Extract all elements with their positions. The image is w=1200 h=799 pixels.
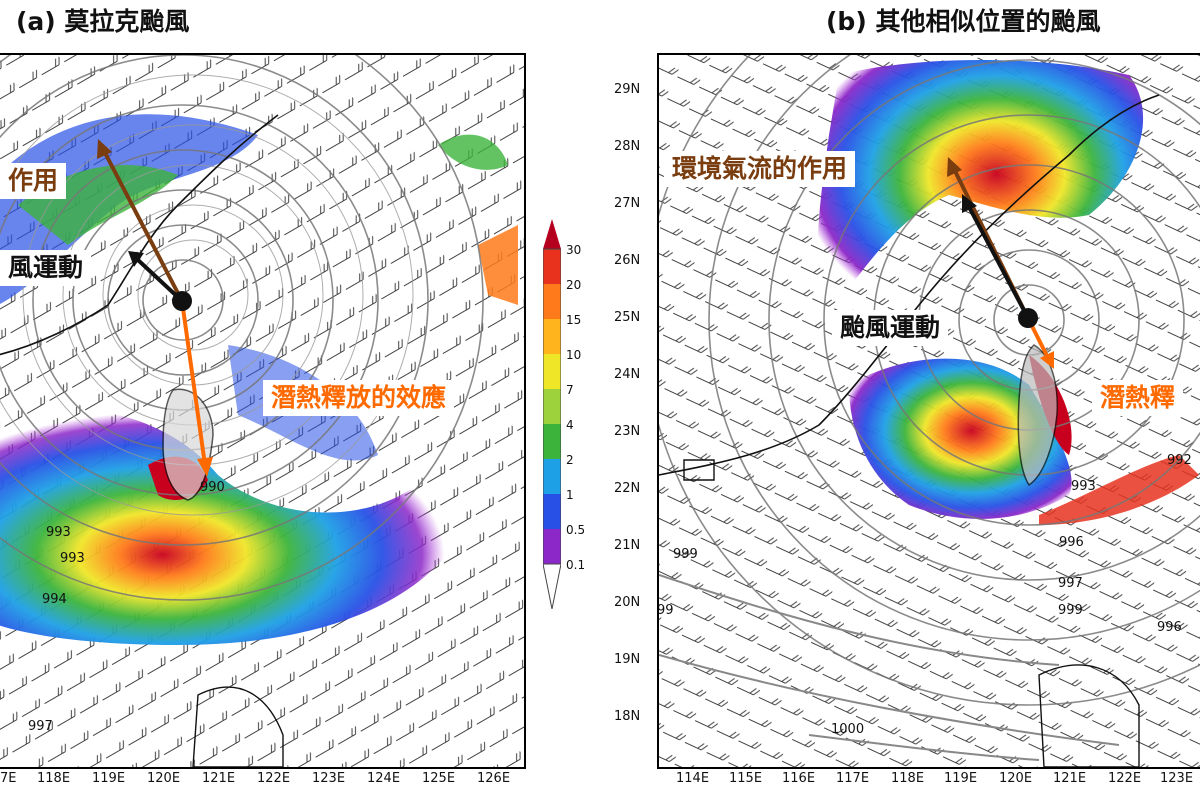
precipitation-colorbar [543, 219, 561, 609]
lon-tick: 114E [676, 771, 710, 786]
isobar-label: 992 [1167, 453, 1192, 468]
lon-tick: 122E [1108, 771, 1142, 786]
lon-tick: 115E [729, 771, 763, 786]
label-latent-heat-b: 潛熱釋 [1092, 380, 1184, 416]
lon-tick: 118E [891, 771, 925, 786]
lon-tick: 121E [202, 771, 236, 786]
isobar-label: 996 [1157, 620, 1182, 635]
lat-tick: 25N [614, 310, 641, 325]
lat-tick: 22N [614, 481, 641, 496]
isobar-label: 999 [673, 547, 698, 562]
colorbar-level: 30 [566, 243, 582, 257]
isobar-label: 993 [46, 525, 71, 540]
lon-tick: 117E [836, 771, 870, 786]
lat-tick: 23N [614, 424, 641, 439]
lon-tick: 116E [782, 771, 816, 786]
lon-tick: 120E [147, 771, 181, 786]
colorbar-level: 10 [566, 348, 582, 362]
colorbar-level: 20 [566, 278, 582, 292]
lon-tick: 120E [999, 771, 1033, 786]
lat-tick: 24N [614, 367, 641, 382]
lat-tick: 29N [614, 82, 641, 97]
isobar-label: 1000 [831, 722, 865, 737]
isobar-label: 999 [1058, 603, 1083, 618]
panel-a-title: (a) 莫拉克颱風 [16, 7, 190, 36]
label-env-flow-a: 作用 [0, 163, 67, 199]
lat-tick: 27N [614, 196, 641, 211]
lon-tick: 121E [1053, 771, 1087, 786]
lon-tick: 7E [0, 771, 17, 786]
label-typhoon-motion-a: 風運動 [0, 250, 92, 286]
isobar-label: 997 [28, 719, 53, 734]
lat-tick: 26N [614, 253, 641, 268]
lat-tick: 18N [614, 709, 641, 724]
label-env-flow-b: 環境氣流的作用 [664, 151, 856, 187]
label-latent-heat-a: 潛熱釋放的效應 [263, 380, 455, 416]
colorbar-level: 0.1 [566, 558, 586, 572]
map-panel-a: 990 993 993 994 997 [0, 53, 526, 769]
lon-tick: 119E [92, 771, 126, 786]
lon-tick: 118E [37, 771, 71, 786]
isobar-label: 993 [1071, 479, 1096, 494]
colorbar-level: 4 [566, 418, 574, 432]
colorbar-level: 2 [566, 453, 574, 467]
lon-tick: 119E [944, 771, 978, 786]
lon-tick: 122E [257, 771, 291, 786]
colorbar-level: 7 [566, 383, 574, 397]
lon-tick: 124E [367, 771, 401, 786]
label-typhoon-motion-b: 颱風運動 [832, 310, 949, 346]
lon-tick: 123E [312, 771, 346, 786]
isobar-label: 993 [60, 551, 85, 566]
colorbar-level: 0.5 [566, 523, 586, 537]
lat-tick: 20N [614, 595, 641, 610]
lat-tick: 19N [614, 652, 641, 667]
isobar-label: 997 [1058, 576, 1083, 591]
lon-tick: 123E [1160, 771, 1194, 786]
lat-tick: 28N [614, 139, 641, 154]
isobar-label: 996 [1059, 535, 1084, 550]
colorbar-level: 1 [566, 488, 574, 502]
lat-tick: 21N [614, 538, 641, 553]
isobar-label: 990 [200, 480, 225, 495]
isobar-label: 99 [657, 603, 674, 618]
colorbar-level: 15 [566, 313, 582, 327]
isobar-label: 994 [42, 592, 67, 607]
lon-tick: 125E [422, 771, 456, 786]
panel-b-title: (b) 其他相似位置的颱風 [826, 7, 1101, 36]
lon-tick: 126E [477, 771, 511, 786]
